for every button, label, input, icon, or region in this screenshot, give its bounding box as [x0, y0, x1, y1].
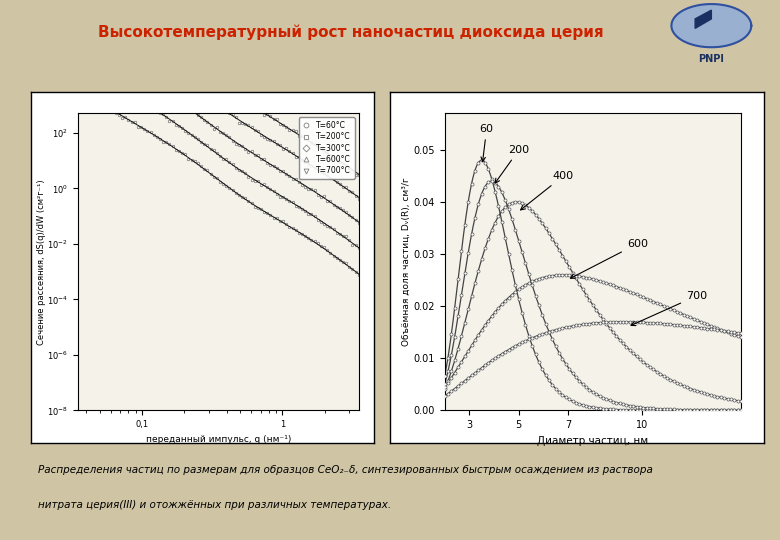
- Legend: T=60°C, T=200°C, T=300°C, T=600°C, T=700°C: T=60°C, T=200°C, T=300°C, T=600°C, T=700…: [299, 117, 355, 179]
- X-axis label: переданный импульс, q (нм⁻¹): переданный импульс, q (нм⁻¹): [146, 435, 291, 444]
- Text: Высокотемпературный рост наночастиц диоксида церия: Высокотемпературный рост наночастиц диок…: [98, 25, 604, 40]
- Y-axis label: Сечение рассеяния, dS(q)/dW (см²г⁻¹): Сечение рассеяния, dS(q)/dW (см²г⁻¹): [37, 179, 46, 345]
- X-axis label: Диаметр частиц, нм: Диаметр частиц, нм: [537, 436, 648, 446]
- Text: Распределения частиц по размерам для образцов CeO₂₋δ, синтезированных быстрым ос: Распределения частиц по размерам для обр…: [38, 465, 654, 475]
- Polygon shape: [695, 10, 711, 28]
- Text: 200: 200: [495, 145, 530, 183]
- Y-axis label: Объёмная доля частиц, Dᵥ(R), см³/г: Объёмная доля частиц, Dᵥ(R), см³/г: [402, 178, 410, 346]
- Text: 600: 600: [570, 239, 647, 278]
- Polygon shape: [672, 4, 751, 47]
- Text: нитрата церия(III) и отожжённых при различных температурах.: нитрата церия(III) и отожжённых при разл…: [38, 501, 392, 510]
- Text: 400: 400: [520, 171, 574, 210]
- Text: 700: 700: [631, 291, 707, 326]
- Text: PNPI: PNPI: [698, 55, 725, 64]
- Text: 60: 60: [480, 124, 494, 161]
